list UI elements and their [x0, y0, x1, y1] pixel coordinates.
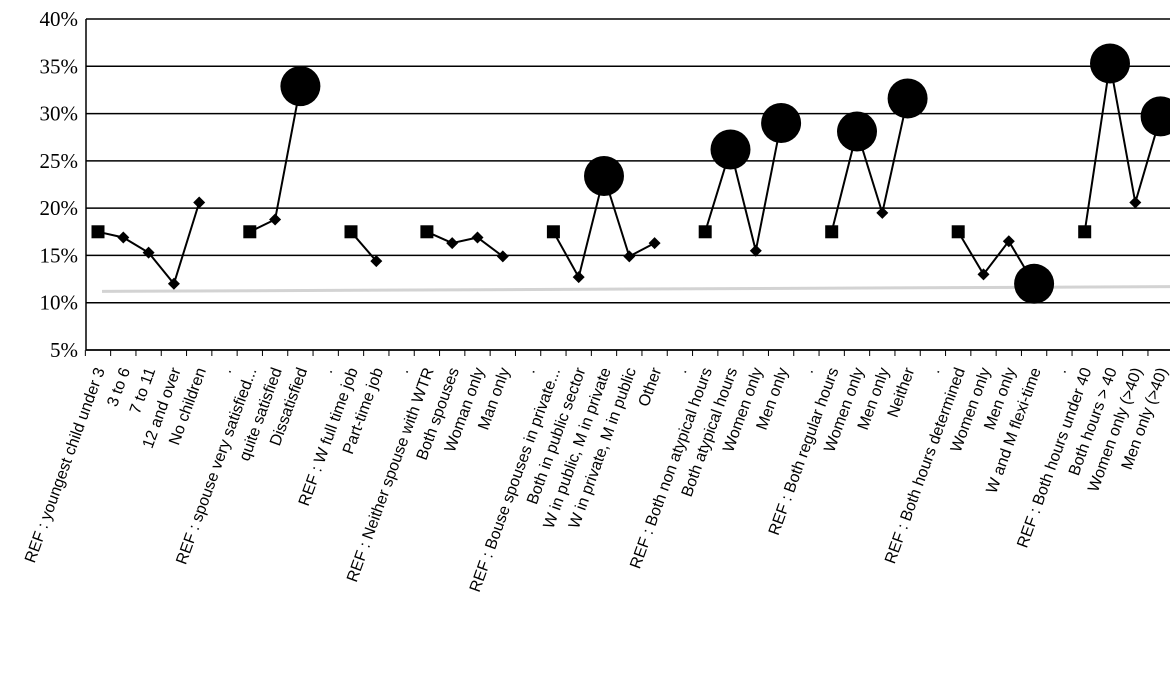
- series-line: [1083, 63, 1162, 232]
- circle-marker: [887, 78, 928, 119]
- diamond-marker: [623, 250, 636, 263]
- y-tick-label: 35%: [40, 54, 79, 78]
- diamond-marker: [876, 206, 889, 219]
- y-tick-label: 25%: [40, 149, 79, 173]
- square-marker: [825, 225, 839, 239]
- circle-marker: [761, 103, 802, 144]
- diamond-marker: [471, 231, 484, 244]
- y-tick-label: 40%: [40, 7, 79, 31]
- square-marker: [420, 225, 434, 239]
- circle-marker: [710, 129, 751, 170]
- diamond-marker: [1129, 196, 1142, 209]
- circle-marker: [1090, 43, 1130, 84]
- x-tick-separator: .: [926, 366, 943, 376]
- series-line: [704, 122, 783, 251]
- reference-line: [101, 285, 1170, 293]
- series-line: [830, 98, 909, 233]
- circle-marker: [1014, 263, 1055, 304]
- square-marker: [1078, 225, 1092, 239]
- y-tick-label: 5%: [50, 338, 78, 362]
- x-tick-separator: .: [395, 366, 412, 376]
- diamond-marker: [142, 246, 155, 259]
- circle-marker: [584, 155, 624, 196]
- series-line: [426, 230, 504, 258]
- y-tick-label: 10%: [40, 291, 79, 315]
- series-line: [97, 202, 201, 286]
- square-marker: [91, 225, 105, 239]
- x-tick-separator: .: [319, 366, 336, 376]
- diamond-marker: [193, 196, 206, 209]
- y-tick-label: 20%: [40, 196, 79, 220]
- x-tick-label: Other: [636, 365, 666, 409]
- x-tick-separator: .: [218, 366, 235, 376]
- diamond-marker: [167, 277, 180, 290]
- diamond-marker: [648, 237, 661, 250]
- diamond-marker: [269, 213, 282, 226]
- diamond-marker: [749, 244, 762, 257]
- series-line: [249, 85, 302, 233]
- square-marker: [344, 225, 358, 239]
- diamond-marker: [496, 250, 509, 263]
- x-tick-label: REF : youngest child under 3: [22, 365, 109, 565]
- diamond-marker: [572, 271, 585, 284]
- x-tick-separator: .: [673, 366, 690, 376]
- square-marker: [546, 225, 560, 239]
- series-line: [957, 231, 1035, 285]
- circle-marker: [280, 66, 321, 107]
- square-marker: [951, 225, 965, 239]
- diamond-marker: [446, 237, 459, 250]
- x-tick-separator: .: [521, 366, 538, 376]
- y-tick-label: 15%: [40, 243, 79, 267]
- x-tick-separator: .: [800, 366, 817, 376]
- square-marker: [698, 225, 712, 239]
- diamond-marker: [1002, 235, 1015, 248]
- circle-marker: [837, 111, 877, 152]
- y-tick-label: 30%: [40, 102, 79, 126]
- square-marker: [243, 225, 257, 239]
- diamond-marker: [977, 268, 990, 281]
- diamond-marker: [117, 231, 130, 244]
- diamond-marker: [370, 255, 383, 268]
- x-tick-separator: .: [1053, 366, 1070, 376]
- circle-marker: [1140, 96, 1170, 137]
